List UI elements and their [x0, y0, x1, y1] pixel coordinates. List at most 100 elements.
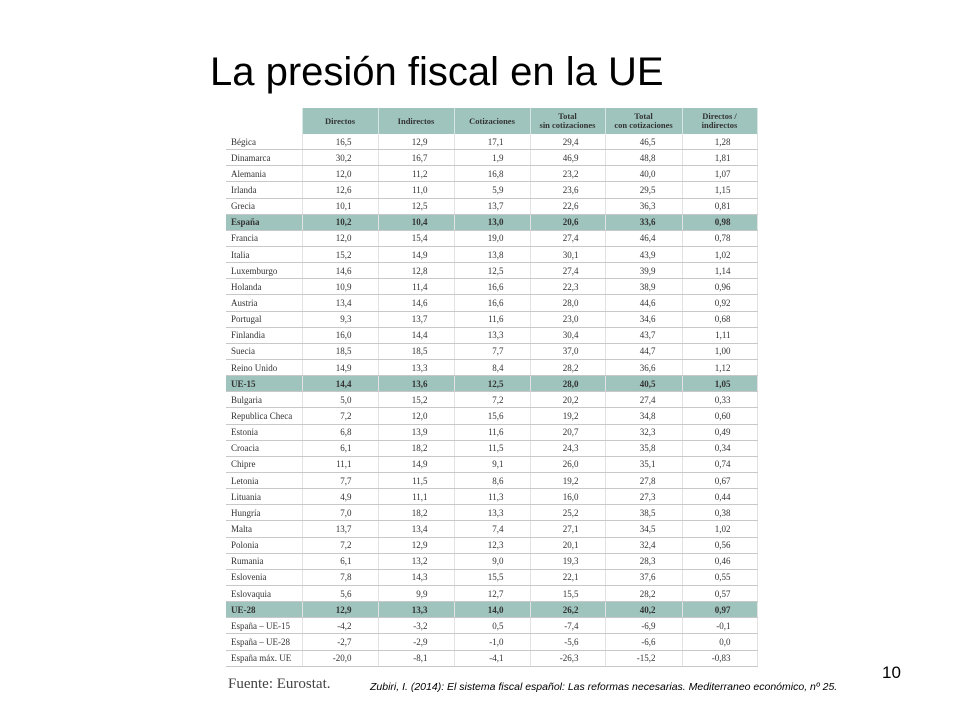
table-cell: 14,9 [378, 456, 455, 473]
table-cell: 11,2 [378, 165, 455, 183]
row-label: Grecia [226, 198, 303, 215]
table-cell: -0,1 [682, 617, 758, 635]
table-cell: 11,1 [378, 488, 455, 506]
table-cell: 12,5 [454, 375, 531, 393]
table-row: Rumania 6,1 13,2 9,0 19,3 28,3 0,46 [226, 553, 758, 570]
table-cell: 40,5 [605, 375, 683, 393]
column-header: Directos / indirectos [682, 108, 758, 134]
table-row: UE-28 12,9 13,3 14,0 26,2 40,2 0,97 [226, 601, 758, 619]
table-cell: 27,4 [530, 230, 606, 247]
table-cell: 14,4 [378, 327, 455, 344]
row-label: España – UE-15 [226, 617, 303, 635]
table-cell: 14,9 [302, 359, 379, 377]
table-cell: 7,2 [302, 407, 379, 425]
row-label: Dinamarca [226, 149, 303, 167]
table-cell: 7,2 [302, 537, 379, 554]
table-cell: 16,0 [530, 488, 606, 506]
table-cell: 23,6 [530, 181, 606, 199]
table-cell: 32,4 [605, 537, 683, 554]
table-row: Austria 13,4 14,6 16,6 28,0 44,6 0,92 [226, 294, 758, 312]
table-row: Finlandia 16,0 14,4 13,3 30,4 43,7 1,11 [226, 327, 758, 344]
table-row: Eslovaquia 5,6 9,9 12,7 15,5 28,2 0,57 [226, 585, 758, 603]
row-label: Bégica [226, 134, 303, 151]
table-cell: 16,0 [302, 327, 379, 344]
table-cell: 18,2 [378, 440, 455, 457]
table-cell: 0,57 [682, 585, 758, 603]
row-label: Republica Checa [226, 407, 303, 425]
column-header: Total sin cotizaciones [530, 108, 606, 134]
table-cell: 14,6 [378, 294, 455, 312]
table-row: España máx. UE -20,0 -8,1 -4,1 -26,3 -15,2 -0,… [226, 650, 758, 667]
row-label: España máx. UE [226, 650, 303, 667]
row-label: UE-28 [226, 601, 303, 619]
table-cell: 6,1 [302, 440, 379, 457]
table-cell: 14,3 [378, 569, 455, 586]
table-cell: 0,46 [682, 553, 758, 570]
row-label: Lituania [226, 488, 303, 506]
table-cell: 13,3 [454, 504, 531, 522]
table-cell: 0,33 [682, 391, 758, 409]
table-row: Estonia 6,8 13,9 11,6 20,7 32,3 0,49 [226, 424, 758, 441]
table-cell: 9,3 [302, 311, 379, 328]
tax-table: Directos Indirectos Cotizaciones Total sin … [226, 108, 758, 667]
table-cell: -5,6 [530, 633, 606, 651]
table-cell: 15,2 [378, 391, 455, 409]
table-cell: 12,3 [454, 537, 531, 554]
table-row: Italia 15,2 14,9 13,8 30,1 43,9 1,02 [226, 246, 758, 264]
table-cell: 0,34 [682, 440, 758, 457]
table-cell: 0,97 [682, 601, 758, 619]
table-cell: 0,74 [682, 456, 758, 473]
table-cell: 1,00 [682, 343, 758, 360]
row-label: Austria [226, 294, 303, 312]
table-cell: 28,0 [530, 294, 606, 312]
table-cell: 12,8 [378, 262, 455, 280]
table-cell: 25,2 [530, 504, 606, 522]
table-body: Bégica 16,5 12,9 17,1 29,4 46,5 1,28 Dinamarca 3… [226, 134, 758, 667]
table-cell: 13,2 [378, 553, 455, 570]
table-cell: 7,2 [454, 391, 531, 409]
table-cell: 0,67 [682, 472, 758, 490]
row-label: Suecia [226, 343, 303, 360]
table-cell: 12,6 [302, 181, 379, 199]
row-label: Luxemburgo [226, 262, 303, 280]
table-cell: -15,2 [605, 650, 683, 667]
table-cell: 0,49 [682, 424, 758, 441]
table-cell: 16,8 [454, 165, 531, 183]
slide-title: La presión fiscal en la UE [210, 50, 664, 94]
table-cell: 18,2 [378, 504, 455, 522]
table-cell: 18,5 [378, 343, 455, 360]
table-cell: 39,9 [605, 262, 683, 280]
table-row: Grecia 10,1 12,5 13,7 22,6 36,3 0,81 [226, 198, 758, 215]
table-cell: 13,6 [378, 375, 455, 393]
table-cell: 46,5 [605, 134, 683, 151]
row-label: Estonia [226, 424, 303, 441]
column-header: Directos [302, 108, 379, 134]
table-cell: 27,3 [605, 488, 683, 506]
table-cell: 13,3 [454, 327, 531, 344]
table-cell: 29,4 [530, 134, 606, 151]
table-cell: 14,0 [454, 601, 531, 619]
table-row: Croacia 6,1 18,2 11,5 24,3 35,8 0,34 [226, 440, 758, 457]
table-cell: 30,1 [530, 246, 606, 264]
row-label: Polonia [226, 537, 303, 554]
table-cell: -6,6 [605, 633, 683, 651]
table-row: España – UE-28 -2,7 -2,9 -1,0 -5,6 -6,6 0,0 [226, 633, 758, 651]
table-cell: 20,6 [530, 214, 606, 231]
table-cell: 1,12 [682, 359, 758, 377]
table-cell: 0,92 [682, 294, 758, 312]
table-cell: 18,5 [302, 343, 379, 360]
table-cell: 11,1 [302, 456, 379, 473]
table-cell: 15,2 [302, 246, 379, 264]
table-cell: 35,1 [605, 456, 683, 473]
table-cell: 12,0 [302, 165, 379, 183]
table-cell: 38,5 [605, 504, 683, 522]
row-label: Rumania [226, 553, 303, 570]
table-row: Lituania 4,9 11,1 11,3 16,0 27,3 0,44 [226, 488, 758, 506]
table-row: Hungría 7,0 18,2 13,3 25,2 38,5 0,38 [226, 504, 758, 522]
table-cell: 5,9 [454, 181, 531, 199]
table-cell: -3,2 [378, 617, 455, 635]
table-cell: 13,4 [302, 294, 379, 312]
table-cell: 13,3 [378, 601, 455, 619]
table-cell: 14,9 [378, 246, 455, 264]
